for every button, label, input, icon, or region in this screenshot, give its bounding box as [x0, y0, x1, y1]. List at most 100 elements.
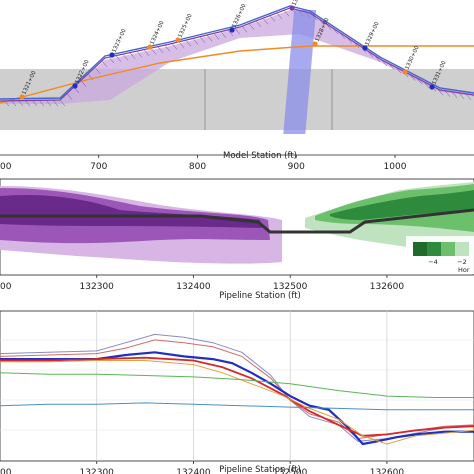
hatch-stroke	[101, 60, 108, 68]
hatch-stroke	[192, 38, 199, 45]
colorbar-swatch	[413, 242, 427, 256]
station-marker	[72, 83, 78, 89]
series-line	[0, 372, 474, 398]
hatch-stroke	[108, 56, 115, 64]
elevation-x-axis-label: Pipeline Station (ft)	[219, 465, 301, 474]
excavation-fill	[0, 10, 474, 104]
hatch-stroke	[255, 20, 262, 28]
hatch-stroke	[129, 52, 136, 59]
colorbar-tick: −2	[457, 258, 467, 266]
hatch-stroke	[164, 45, 171, 52]
x-tick-label: 132400	[176, 282, 211, 292]
station-label: 1329+00	[364, 21, 380, 47]
hatch-stroke	[458, 92, 465, 100]
station-marker	[147, 44, 153, 50]
crossing-band	[283, 10, 317, 134]
hatch-stroke	[38, 99, 45, 107]
hatch-stroke	[206, 34, 213, 42]
x-tick-label: 132500	[273, 468, 308, 474]
profile-x-axis: 00 700 800 900 1000 Model Station (ft)	[0, 151, 474, 172]
hatch-stroke	[185, 39, 192, 47]
hatch-stroke	[227, 29, 234, 37]
hatch-stroke	[213, 33, 220, 40]
station-label: 1327+00	[291, 0, 307, 7]
hatch-stroke	[115, 55, 122, 62]
station-label: 1324+00	[149, 20, 165, 46]
colorbar-label: Hor	[458, 266, 470, 274]
x-tick-label: 00	[0, 282, 12, 292]
hatch-stroke	[451, 91, 458, 98]
series-line	[0, 351, 474, 446]
station-marker	[175, 37, 181, 43]
colorbar: −4 −2 Hor	[406, 236, 474, 274]
hatch-stroke	[66, 93, 73, 100]
station-marker	[229, 27, 235, 33]
x-tick-label: 132500	[273, 282, 308, 292]
x-tick-label: 900	[288, 162, 305, 172]
x-tick-label: 132600	[370, 282, 405, 292]
colorbar-swatch	[427, 242, 441, 256]
hatch-stroke	[248, 23, 255, 30]
x-tick-label: 1000	[384, 162, 407, 172]
station-label: 1323+00	[111, 28, 127, 54]
hatch-stroke	[45, 99, 52, 107]
hatch-stroke	[171, 43, 178, 50]
hatch-stroke	[122, 54, 129, 61]
x-tick-label: 700	[90, 162, 107, 172]
hatch-stroke	[150, 48, 157, 55]
station-marker	[362, 45, 368, 51]
change-map-panel: −4 −2 Hor 00 132300 132400 132500 132600 Pip…	[0, 178, 474, 301]
hatch-stroke	[52, 99, 59, 107]
x-tick-label: 132300	[80, 282, 115, 292]
purple-line	[0, 7, 474, 102]
station-marker	[289, 5, 295, 11]
hatch-stroke	[416, 78, 423, 85]
negative-region-dark	[0, 194, 262, 228]
hatch-stroke	[178, 41, 185, 49]
station-marker	[429, 84, 435, 90]
hatch-stroke	[157, 46, 164, 54]
colorbar-swatch	[455, 242, 469, 256]
x-tick-label: 00	[0, 162, 12, 172]
profile-x-axis-label: Model Station (ft)	[223, 151, 297, 161]
x-tick-label: 132400	[176, 468, 211, 474]
hatch-stroke	[59, 99, 66, 107]
excavation-hatch	[3, 8, 474, 107]
x-tick-label: 132300	[80, 468, 115, 474]
hatch-stroke	[143, 49, 150, 56]
hatch-stroke	[199, 36, 206, 43]
hatch-stroke	[234, 28, 241, 35]
hatch-stroke	[262, 18, 269, 25]
hatch-stroke	[241, 26, 248, 33]
station-marker	[19, 94, 25, 100]
station-marker	[402, 69, 408, 75]
x-tick-label: 132600	[370, 468, 405, 474]
x-tick-label: 800	[189, 162, 206, 172]
station-marker	[109, 52, 115, 58]
station-label: 1325+00	[177, 13, 193, 39]
hatch-stroke	[94, 67, 101, 74]
change-map-x-axis-label: Pipeline Station (ft)	[219, 291, 301, 301]
elevation-frame	[0, 310, 474, 462]
hatch-stroke	[283, 10, 290, 17]
hatch-stroke	[444, 90, 451, 97]
hatch-stroke	[437, 88, 444, 96]
hatch-stroke	[220, 31, 227, 38]
colorbar-swatch	[441, 242, 455, 256]
hatch-stroke	[465, 93, 472, 101]
hatch-stroke	[276, 12, 283, 20]
hatch-stroke	[423, 81, 430, 89]
elevation-panel: 00 132300 132400 132500 132600 Pipeline Stat…	[0, 310, 474, 474]
colorbar-tick: −4	[428, 258, 438, 266]
design-line	[0, 5, 474, 100]
hatch-stroke	[269, 15, 276, 22]
station-label: 1330+00	[404, 45, 420, 71]
series-line	[0, 356, 474, 437]
hatch-stroke	[136, 51, 143, 58]
orange-line	[0, 45, 474, 104]
station-marker	[312, 41, 318, 47]
pipe-centerline	[0, 208, 474, 234]
series-line	[0, 402, 474, 411]
